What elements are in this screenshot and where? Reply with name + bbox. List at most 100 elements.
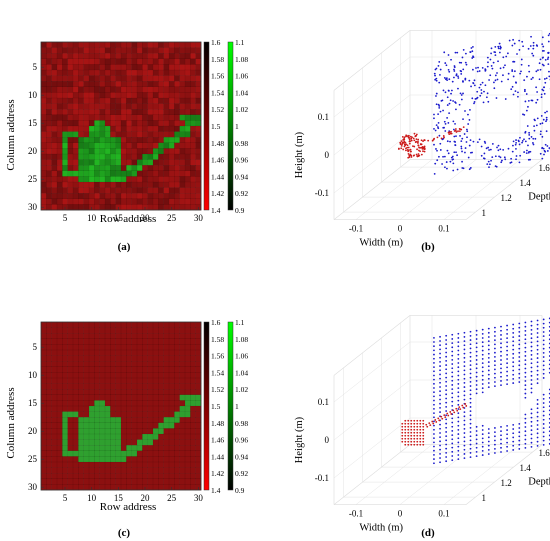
heatmap-cell (190, 81, 197, 88)
heatmap-cell (62, 450, 69, 457)
heatmap-cell (72, 484, 79, 491)
point-blue (463, 411, 466, 414)
heatmap-cell (152, 187, 159, 194)
heatmap-cell (88, 153, 95, 160)
heatmap-cell (104, 439, 111, 446)
point-blue (520, 70, 522, 73)
heatmap-cell (190, 327, 197, 334)
point-blue (475, 430, 478, 432)
heatmap-cell (99, 445, 106, 452)
heatmap-cell (152, 327, 159, 334)
heatmap-cell (78, 75, 85, 82)
heatmap-cell (94, 372, 101, 379)
heatmap-cell (126, 344, 133, 351)
heatmap-cell (104, 411, 111, 418)
heatmap-cell (131, 400, 138, 407)
point-blue (469, 406, 472, 408)
heatmap-cell (131, 86, 138, 93)
heatmap-cell (115, 176, 122, 183)
heatmap-cell (168, 428, 175, 435)
heatmap-cell (131, 159, 138, 166)
heatmap-cell (72, 109, 79, 116)
heatmap-cell (40, 69, 47, 76)
heatmap-cell (174, 338, 181, 345)
heatmap-cell (46, 344, 53, 351)
point-blue (530, 324, 533, 327)
heatmap-cell (78, 355, 85, 362)
colorbar-right (227, 321, 234, 491)
point-blue (451, 80, 454, 83)
heatmap-cell (184, 181, 191, 188)
heatmap-cell (174, 445, 181, 452)
heatmap-cell (142, 411, 149, 418)
heatmap-cell (190, 165, 197, 172)
point-blue (438, 134, 441, 137)
heatmap-cell (163, 327, 170, 334)
heatmap-cell (62, 153, 69, 160)
heatmap-cell (46, 81, 53, 88)
heatmap-cell (147, 422, 154, 429)
heatmap-cell (163, 361, 170, 368)
point-blue (445, 418, 448, 421)
heatmap-cell (110, 389, 117, 396)
heatmap-c (40, 321, 202, 491)
point-blue (433, 336, 435, 339)
heatmap-cell (110, 439, 117, 446)
point-blue (487, 444, 490, 447)
point-blue (433, 462, 435, 465)
heatmap-cell (142, 131, 149, 138)
point-blue (486, 163, 489, 166)
heatmap-cell (190, 58, 197, 65)
heatmap-cell (94, 181, 101, 188)
point-blue (504, 98, 507, 100)
heatmap-cell (88, 159, 95, 166)
point-blue (515, 139, 517, 141)
heatmap-cell (147, 361, 154, 368)
heatmap-cell (56, 478, 63, 485)
point-blue (463, 331, 466, 334)
heatmap-cell (126, 450, 133, 457)
heatmap-cell (195, 148, 202, 155)
point-blue (530, 429, 533, 432)
point-red (422, 440, 425, 443)
heatmap-cell (88, 445, 95, 452)
point-blue (433, 445, 435, 448)
colorbar-right-tick: 1.08 (235, 335, 248, 344)
heatmap-cell (152, 120, 159, 127)
heatmap-cell (40, 81, 47, 88)
heatmap-cell (88, 377, 95, 384)
point-blue (542, 322, 545, 325)
heatmap-cell (168, 445, 175, 452)
heatmap-cell (142, 422, 149, 429)
heatmap-cell (152, 142, 159, 149)
heatmap-cell (142, 109, 149, 116)
point-red (416, 440, 419, 443)
point-blue (483, 140, 486, 143)
heatmap-cell (110, 377, 117, 384)
point-blue (481, 362, 484, 365)
heatmap-cell (195, 456, 202, 463)
heatmap-cell (136, 198, 143, 205)
heatmap-cell (88, 321, 95, 328)
heatmap-cell (126, 159, 133, 166)
point-blue (494, 351, 496, 354)
point-blue (463, 365, 466, 368)
heatmap-cell (131, 137, 138, 144)
z-tick-label: 0.1 (318, 397, 329, 407)
colorbar-left-tick: 1.52 (211, 385, 224, 394)
heatmap-cell (67, 321, 74, 328)
heatmap-cell (152, 41, 159, 48)
heatmap-cell (51, 366, 58, 373)
point-red (448, 131, 451, 134)
point-red (410, 137, 413, 140)
point-red (425, 423, 428, 426)
heatmap-cell (40, 377, 47, 384)
point-blue (453, 151, 456, 154)
point-blue (507, 147, 510, 150)
heatmap-cell (136, 181, 143, 188)
point-blue (439, 348, 441, 351)
heatmap-cell (62, 125, 69, 132)
heatmap-cell (110, 176, 117, 183)
point-red (412, 137, 415, 140)
